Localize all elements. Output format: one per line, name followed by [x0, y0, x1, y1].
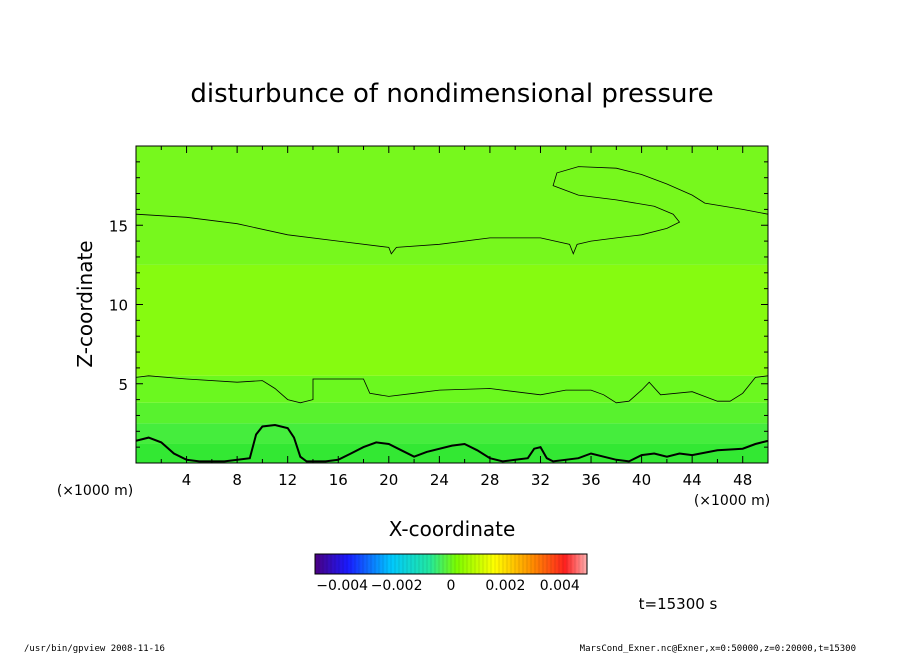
contour-middle: [136, 375, 768, 404]
time-label: t=15300 s: [639, 595, 718, 613]
colorbar-dividers: [318, 554, 584, 574]
y-axis-label: Z-coordinate: [73, 240, 97, 367]
y-axis-ticks: 5 10 15: [109, 161, 768, 448]
y-tick-label: 15: [109, 217, 128, 235]
colorbar-tick-label: 0: [447, 578, 456, 594]
x-tick-label: 24: [430, 471, 449, 489]
x-tick-label: 8: [232, 471, 242, 489]
field-band-2: [136, 402, 768, 424]
x-unit-left: (×1000 m): [57, 483, 133, 499]
colorbar-gradient: [315, 554, 587, 574]
y-tick-label: 5: [118, 376, 128, 394]
x-unit-right: (×1000 m): [694, 493, 770, 509]
colorbar: −0.004 −0.002 0 0.002 0.004: [314, 553, 588, 594]
field-band-1: [136, 423, 768, 444]
colorbar-tick-label: 0.004: [540, 578, 580, 594]
contour-upper: [136, 166, 768, 255]
x-tick-label: 4: [182, 471, 192, 489]
field-band-3: [136, 375, 768, 403]
x-tick-label: 48: [733, 471, 752, 489]
x-tick-label: 36: [581, 471, 600, 489]
colorbar-tick-label: −0.002: [371, 578, 423, 594]
colorbar-tick-label: 0.002: [485, 578, 525, 594]
footer-right-note: MarsCond_Exner.nc@Exner,x=0:50000,z=0:20…: [580, 644, 856, 654]
x-tick-label: 12: [278, 471, 297, 489]
pressure-field: [136, 146, 768, 463]
contour-lower-thick: [136, 423, 768, 463]
contour-lines: [136, 166, 768, 463]
chart-title: disturbunce of nondimensional pressure: [190, 79, 713, 109]
x-tick-label: 16: [329, 471, 348, 489]
field-band-5: [136, 146, 768, 265]
x-axis-ticks: 4 8 12 16 20 24 28 32 36 40 44 48: [160, 146, 752, 489]
footer-left-note: /usr/bin/gpview 2008-11-16: [24, 644, 165, 654]
colorbar-frame: [314, 553, 588, 575]
x-tick-label: 28: [480, 471, 499, 489]
colorbar-ticks: −0.004 −0.002 0 0.002 0.004: [316, 578, 580, 594]
x-tick-label: 32: [531, 471, 550, 489]
colorbar-tick-label: −0.004: [316, 578, 368, 594]
y-tick-label: 10: [109, 297, 128, 315]
x-tick-label: 44: [683, 471, 702, 489]
x-tick-label: 20: [379, 471, 398, 489]
x-axis-label: X-coordinate: [389, 517, 516, 541]
field-band-4: [136, 264, 768, 376]
x-tick-label: 40: [632, 471, 651, 489]
